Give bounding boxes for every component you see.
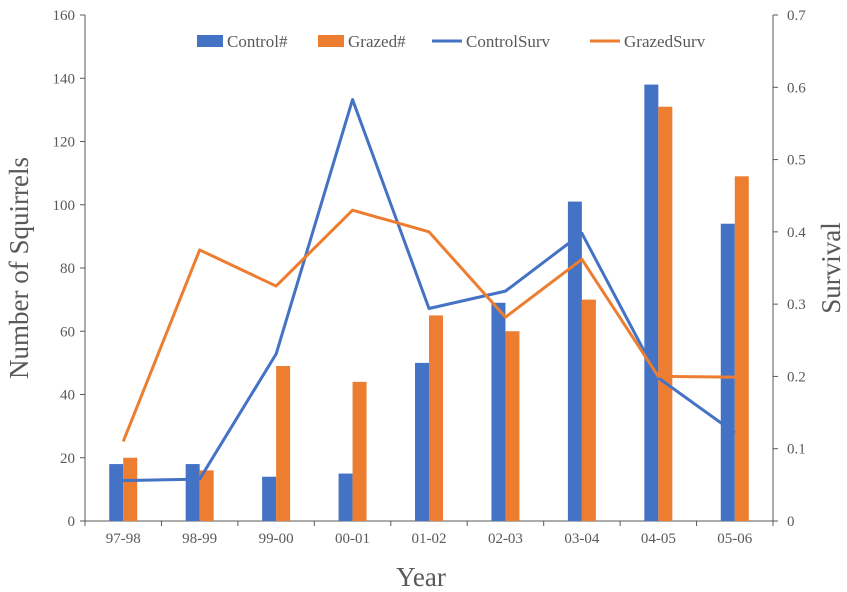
- bar-control: [567, 201, 582, 521]
- bar-control: [415, 362, 429, 521]
- legend-label-controlsurv: ControlSurv: [466, 32, 551, 51]
- bar-grazed: [581, 299, 596, 521]
- legend-label-control: Control#: [227, 32, 288, 51]
- y2-tick-label: 0: [787, 514, 795, 530]
- bars-layer: [109, 84, 749, 522]
- bar-grazed: [429, 315, 443, 521]
- y-tick-label: 120: [53, 135, 76, 151]
- lines-layer: [121, 98, 736, 483]
- legend-swatch-control: [197, 35, 223, 47]
- y2-axis-title: Survival: [816, 222, 846, 314]
- bar-grazed: [505, 331, 520, 521]
- x-axis-title: Year: [396, 562, 446, 592]
- y-tick-label: 80: [60, 261, 75, 277]
- y-tick-label: 140: [53, 71, 76, 87]
- bar-grazed: [199, 470, 214, 521]
- legend: Control# Grazed# ControlSurv GrazedSurv: [197, 32, 706, 51]
- line-controlsurv: [123, 98, 736, 483]
- y-tick-label: 160: [53, 8, 76, 24]
- y-tick-label: 60: [60, 324, 75, 340]
- y2-tick-label: 0.2: [787, 369, 806, 385]
- y-tick-label: 40: [60, 388, 75, 404]
- x-tick-label: 98-99: [182, 531, 217, 547]
- bar-control: [491, 302, 506, 521]
- axes-layer: 0 20 40 60 80 100 120 140 160 0 0.1 0.2 0.3 0.4 0.5 0.6…: [53, 8, 807, 547]
- y-tick-label: 100: [53, 198, 76, 214]
- y2-tick-label: 0.1: [787, 442, 806, 458]
- x-tick-label: 04-05: [641, 531, 676, 547]
- y2-tick-label: 0.5: [787, 153, 806, 169]
- y2-tick-label: 0.3: [787, 297, 806, 313]
- bar-grazed: [276, 366, 291, 521]
- y-axis-title: Number of Squirrels: [4, 157, 34, 379]
- line-grazedsurv: [121, 208, 735, 443]
- x-tick-label: 99-00: [259, 531, 294, 547]
- x-tick-label: 01-02: [412, 531, 447, 547]
- bar-grazed: [734, 176, 749, 521]
- bar-grazed: [658, 106, 673, 522]
- y2-tick-label: 0.6: [787, 80, 806, 96]
- x-tick-label: 02-03: [488, 531, 523, 547]
- text-layer: Year Number of Squirrels Survival: [4, 157, 846, 592]
- y-tick-label: 0: [68, 514, 76, 530]
- bar-control: [185, 464, 200, 521]
- x-tick-label: 97-98: [106, 531, 141, 547]
- y2-tick-label: 0.7: [787, 8, 806, 24]
- legend-swatch-grazed: [318, 35, 344, 47]
- bar-control: [338, 473, 353, 521]
- bar-control: [720, 223, 735, 521]
- legend-label-grazedsurv: GrazedSurv: [624, 32, 706, 51]
- y-tick-label: 20: [60, 451, 75, 467]
- legend-label-grazed: Grazed#: [348, 32, 406, 51]
- y2-tick-label: 0.4: [787, 225, 806, 241]
- bar-control: [644, 84, 659, 521]
- bar-control: [262, 476, 277, 521]
- x-tick-label: 05-06: [717, 531, 752, 547]
- bar-grazed: [123, 457, 138, 521]
- bar-control: [109, 464, 124, 521]
- bar-grazed: [352, 381, 367, 521]
- x-tick-label: 03-04: [564, 531, 599, 547]
- x-tick-label: 00-01: [335, 531, 370, 547]
